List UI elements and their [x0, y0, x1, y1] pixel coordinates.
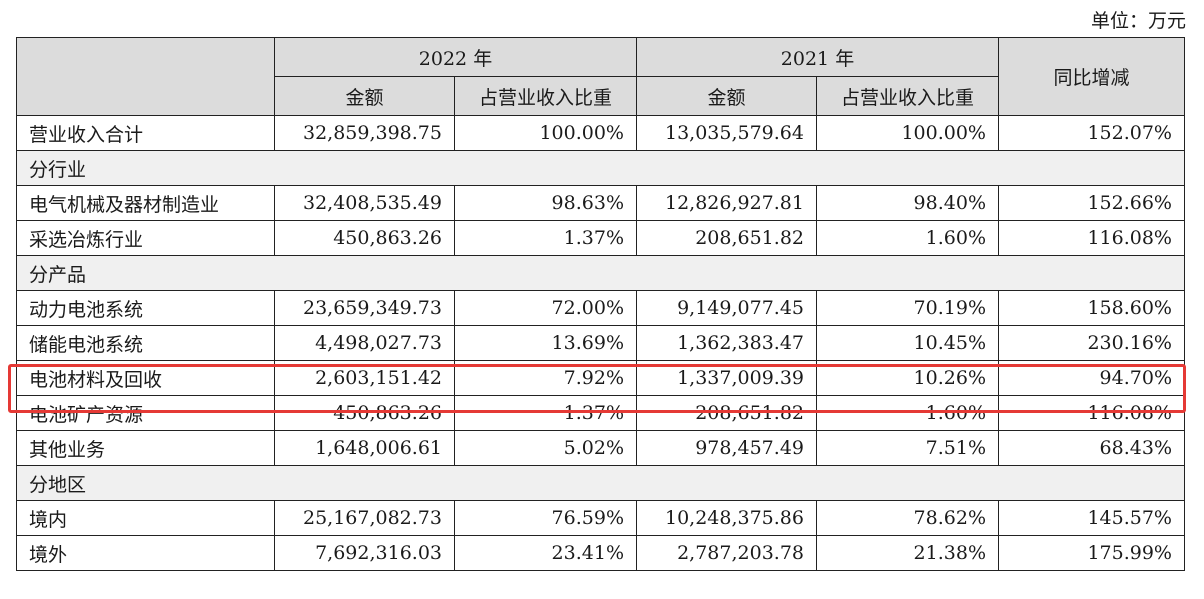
amount-2021: 1,337,009.39: [636, 360, 817, 396]
ratio-2022: 7.92%: [454, 360, 637, 396]
header-row-columns: 金额 占营业收入比重 金额 占营业收入比重: [17, 76, 1185, 116]
ratio-2021: 7.51%: [816, 430, 999, 466]
amount-2021: 2,787,203.78: [636, 535, 817, 571]
header-row-years: 2022 年 2021 年 同比增减: [16, 37, 1185, 116]
header-amount-2021: 金额: [636, 76, 817, 116]
unit-label: 单位：万元: [1090, 10, 1186, 32]
yoy-change: 116.08%: [998, 220, 1185, 256]
yoy-change: 145.57%: [998, 500, 1185, 536]
section-row-region: 分地区: [16, 465, 1185, 501]
ratio-2021: 1.60%: [816, 220, 999, 256]
amount-2022: 7,692,316.03: [274, 535, 455, 571]
header-corner-cell: [16, 37, 275, 116]
table-row: 电气机械及器材制造业 32,408,535.49 98.63% 12,826,9…: [16, 185, 1185, 221]
header-yoy: 同比增减: [998, 37, 1185, 116]
table-row-total: 营业收入合计 32,859,398.75 100.00% 13,035,579.…: [16, 115, 1185, 151]
section-row-industry: 分行业: [16, 150, 1185, 186]
ratio-2021: 1.60%: [816, 395, 999, 431]
amount-2022: 4,498,027.73: [274, 325, 455, 361]
table-row-highlighted: 电池材料及回收 2,603,151.42 7.92% 1,337,009.39 …: [16, 360, 1185, 396]
ratio-2021: 100.00%: [816, 115, 999, 151]
ratio-2022: 98.63%: [454, 185, 637, 221]
table-row: 其他业务 1,648,006.61 5.02% 978,457.49 7.51%…: [16, 430, 1185, 466]
table-row: 电池矿产资源 450,863.26 1.37% 208,651.82 1.60%…: [16, 395, 1185, 431]
row-label: 动力电池系统: [16, 290, 275, 326]
ratio-2022: 1.37%: [454, 220, 637, 256]
ratio-2022: 23.41%: [454, 535, 637, 571]
amount-2022: 2,603,151.42: [274, 360, 455, 396]
yoy-change: 152.07%: [998, 115, 1185, 151]
ratio-2021: 70.19%: [816, 290, 999, 326]
amount-2022: 1,648,006.61: [274, 430, 455, 466]
header-year-2021: 2021 年: [636, 37, 999, 77]
ratio-2022: 100.00%: [454, 115, 637, 151]
row-label: 电池矿产资源: [16, 395, 275, 431]
amount-2022: 32,859,398.75: [274, 115, 455, 151]
yoy-change: 230.16%: [998, 325, 1185, 361]
ratio-2022: 1.37%: [454, 395, 637, 431]
yoy-change: 68.43%: [998, 430, 1185, 466]
amount-2021: 12,826,927.81: [636, 185, 817, 221]
table-row: 储能电池系统 4,498,027.73 13.69% 1,362,383.47 …: [16, 325, 1185, 361]
ratio-2021: 10.26%: [816, 360, 999, 396]
section-title: 分地区: [16, 465, 1185, 501]
amount-2022: 450,863.26: [274, 220, 455, 256]
amount-2021: 208,651.82: [636, 220, 817, 256]
ratio-2022: 72.00%: [454, 290, 637, 326]
amount-2021: 1,362,383.47: [636, 325, 817, 361]
header-amount-2022: 金额: [274, 76, 455, 116]
table-row: 境外 7,692,316.03 23.41% 2,787,203.78 21.3…: [16, 535, 1185, 571]
ratio-2021: 98.40%: [816, 185, 999, 221]
amount-2022: 23,659,349.73: [274, 290, 455, 326]
section-title: 分行业: [16, 150, 1185, 186]
table-row: 采选冶炼行业 450,863.26 1.37% 208,651.82 1.60%…: [16, 220, 1185, 256]
table-row: 动力电池系统 23,659,349.73 72.00% 9,149,077.45…: [16, 290, 1185, 326]
section-title: 分产品: [16, 255, 1185, 291]
row-label: 境外: [16, 535, 275, 571]
amount-2022: 32,408,535.49: [274, 185, 455, 221]
row-label: 电气机械及器材制造业: [16, 185, 275, 221]
ratio-2021: 78.62%: [816, 500, 999, 536]
ratio-2021: 21.38%: [816, 535, 999, 571]
header-ratio-2021: 占营业收入比重: [816, 76, 999, 116]
header-ratio-2022: 占营业收入比重: [454, 76, 637, 116]
header-year-2022: 2022 年: [274, 37, 637, 77]
table-row: 境内 25,167,082.73 76.59% 10,248,375.86 78…: [16, 500, 1185, 536]
amount-2021: 9,149,077.45: [636, 290, 817, 326]
row-label: 其他业务: [16, 430, 275, 466]
row-label: 采选冶炼行业: [16, 220, 275, 256]
row-label: 电池材料及回收: [16, 360, 275, 396]
amount-2021: 208,651.82: [636, 395, 817, 431]
yoy-change: 152.66%: [998, 185, 1185, 221]
amount-2021: 10,248,375.86: [636, 500, 817, 536]
amount-2021: 13,035,579.64: [636, 115, 817, 151]
yoy-change: 175.99%: [998, 535, 1185, 571]
yoy-change: 158.60%: [998, 290, 1185, 326]
row-label: 储能电池系统: [16, 325, 275, 361]
amount-2021: 978,457.49: [636, 430, 817, 466]
section-row-product: 分产品: [16, 255, 1185, 291]
yoy-change: 116.08%: [998, 395, 1185, 431]
amount-2022: 25,167,082.73: [274, 500, 455, 536]
ratio-2021: 10.45%: [816, 325, 999, 361]
amount-2022: 450,863.26: [274, 395, 455, 431]
ratio-2022: 13.69%: [454, 325, 637, 361]
row-label: 境内: [16, 500, 275, 536]
ratio-2022: 5.02%: [454, 430, 637, 466]
ratio-2022: 76.59%: [454, 500, 637, 536]
row-label: 营业收入合计: [16, 115, 275, 151]
yoy-change: 94.70%: [998, 360, 1185, 396]
revenue-table: 2022 年 2021 年 同比增减 金额 占营业收入比重 金额 占营业收入比重…: [16, 37, 1185, 571]
